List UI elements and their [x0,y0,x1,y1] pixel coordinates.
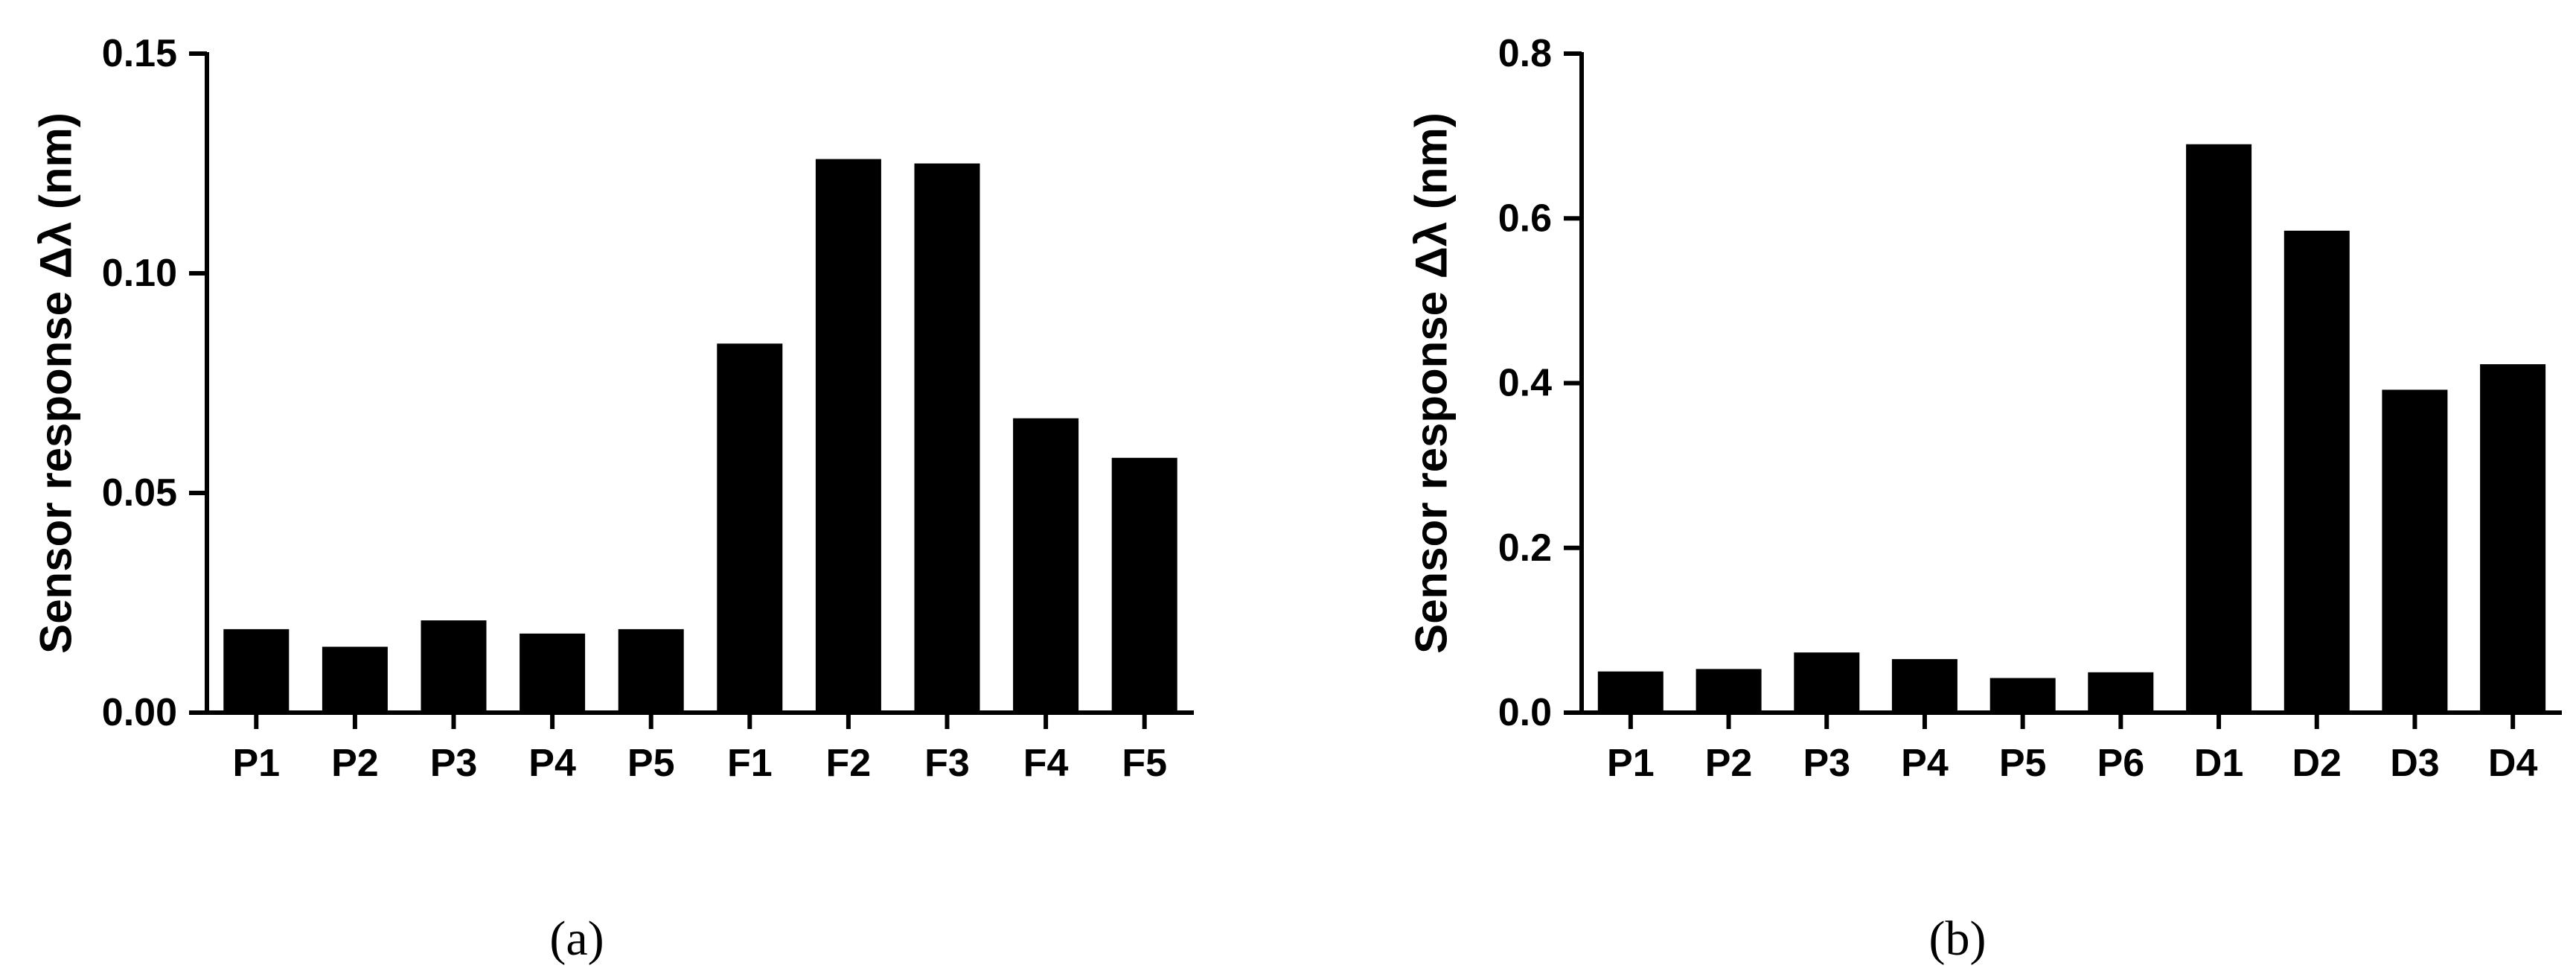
bar-p6 [2088,672,2154,713]
y-tick-label: 0.6 [1498,197,1552,240]
x-tick-label: P2 [1705,742,1753,785]
y-tick-label: 0.05 [102,471,177,515]
x-tick-label: P5 [1999,742,2047,785]
panel-b: 0.0 0.2 0.4 0.6 0.8 P1 P2 P3 P4 P5 P6 D1 D2 D3 D4 Senso… [1407,32,2562,966]
x-tick-label: P6 [2097,742,2145,785]
bar-p1 [1597,671,1663,713]
x-tick-label: P1 [232,742,280,785]
bar-f3 [914,163,980,713]
bar-p5 [1989,678,2056,713]
bar-p3 [1794,652,1860,713]
y-tick-label: 0.15 [102,32,177,75]
x-tick-label: F3 [924,742,970,785]
x-tick-label: F4 [1023,742,1069,785]
bar-d3 [2382,389,2448,713]
bar-f1 [717,343,783,713]
y-tick-label: 0.8 [1498,32,1552,75]
x-tick-label: P3 [1803,742,1850,785]
y-axis-label: Sensor response Δλ (nm) [31,112,81,654]
bar-f4 [1013,418,1079,713]
x-tick-label: D1 [2194,742,2243,785]
y-tick-label: 0.00 [102,691,177,734]
x-tick-label: P2 [331,742,379,785]
bar-p1 [223,628,290,713]
bar-f5 [1111,457,1177,713]
x-tick-label: P1 [1607,742,1655,785]
bar-d1 [2186,144,2252,713]
x-tick-label: F2 [826,742,872,785]
bar-d2 [2283,230,2350,713]
x-tick-label: P4 [1901,742,1949,785]
panel-a: 0.00 0.05 0.10 0.15 P1 P2 P3 P4 P5 F1 F2 F3 F4 F5 Sens… [31,32,1194,966]
x-tick-label: D4 [2488,742,2538,785]
bar-p2 [322,646,388,713]
y-axis-label: Sensor response Δλ (nm) [1407,112,1457,654]
x-tick-label: D2 [2292,742,2342,785]
bar-p2 [1696,669,1762,713]
panel-caption: (b) [1929,911,1987,966]
bar-p4 [520,633,586,713]
x-tick-label: P4 [528,742,576,785]
x-tick-label: F5 [1122,742,1167,785]
y-tick-label: 0.10 [102,252,177,295]
x-tick-label: F1 [727,742,773,785]
bar-d4 [2480,364,2546,713]
bar-f2 [815,159,881,713]
x-tick-label: P3 [430,742,478,785]
bar-p5 [618,628,684,713]
panel-caption: (a) [549,911,604,966]
bar-p3 [421,620,487,713]
x-tick-label: P5 [627,742,675,785]
bar-p4 [1891,659,1957,713]
x-tick-label: D3 [2390,742,2439,785]
y-tick-label: 0.4 [1498,362,1552,405]
y-tick-label: 0.0 [1498,691,1552,734]
y-tick-label: 0.2 [1498,526,1552,570]
